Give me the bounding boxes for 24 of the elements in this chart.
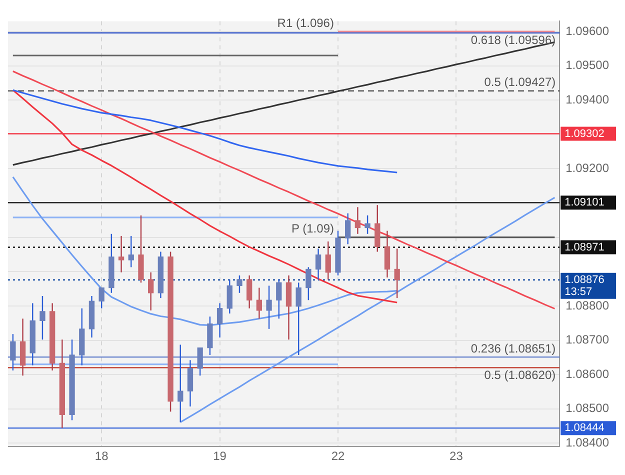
ref-line-label: 1.08444 — [564, 422, 604, 434]
annotation: 0.236 (1.08651) — [470, 341, 556, 356]
x-tick-label: 19 — [213, 449, 227, 464]
y-tick-label: 1.08800 — [566, 298, 610, 312]
annotation: 0.618 (1.09596) — [470, 33, 556, 48]
y-tick-label: 1.08700 — [566, 332, 610, 347]
y-tick-label: 1.08400 — [566, 435, 610, 450]
x-tick-label: 18 — [94, 449, 109, 464]
ref-line-label: 1.08876 13:57 — [564, 274, 604, 298]
y-tick-label: 1.09400 — [566, 92, 610, 106]
annotation: 0.5 (1.09427) — [484, 75, 556, 90]
y-tick-label: 1.09500 — [566, 58, 610, 72]
x-tick-label: 22 — [331, 449, 345, 464]
annotation: R1 (1.096) — [277, 16, 334, 30]
x-tick-label: 23 — [450, 449, 464, 464]
ref-line-label: 1.08971 — [564, 241, 604, 254]
y-tick-label: 1.08500 — [566, 401, 610, 416]
annotation: 0.5 (1.08620) — [484, 368, 556, 382]
annotation: P (1.09) — [292, 222, 334, 236]
ref-line-label: 1.09302 — [564, 128, 604, 140]
y-tick-label: 1.09200 — [566, 161, 610, 176]
ref-line-label: 1.09101 — [564, 196, 604, 209]
y-tick-label: 1.08600 — [566, 366, 610, 381]
y-tick-label: 1.09600 — [566, 24, 610, 38]
